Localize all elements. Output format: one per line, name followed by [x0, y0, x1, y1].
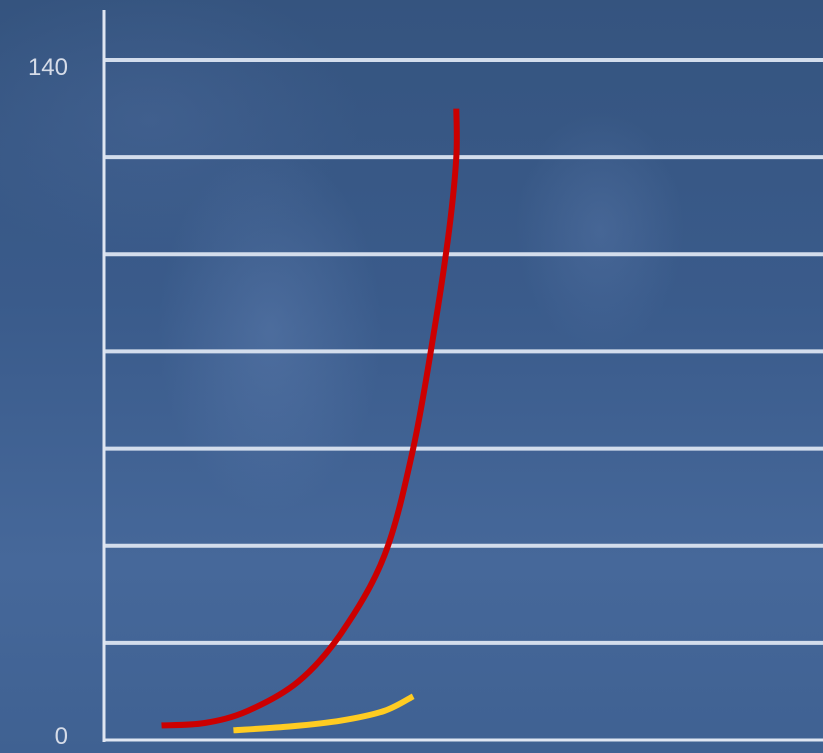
y-tick-label-max: 140	[27, 54, 68, 81]
series-line-1	[161, 108, 460, 729]
series-line-2	[233, 693, 415, 734]
series-group	[161, 108, 460, 734]
y-tick-label-min: 0	[54, 723, 68, 750]
gridlines	[104, 58, 823, 645]
